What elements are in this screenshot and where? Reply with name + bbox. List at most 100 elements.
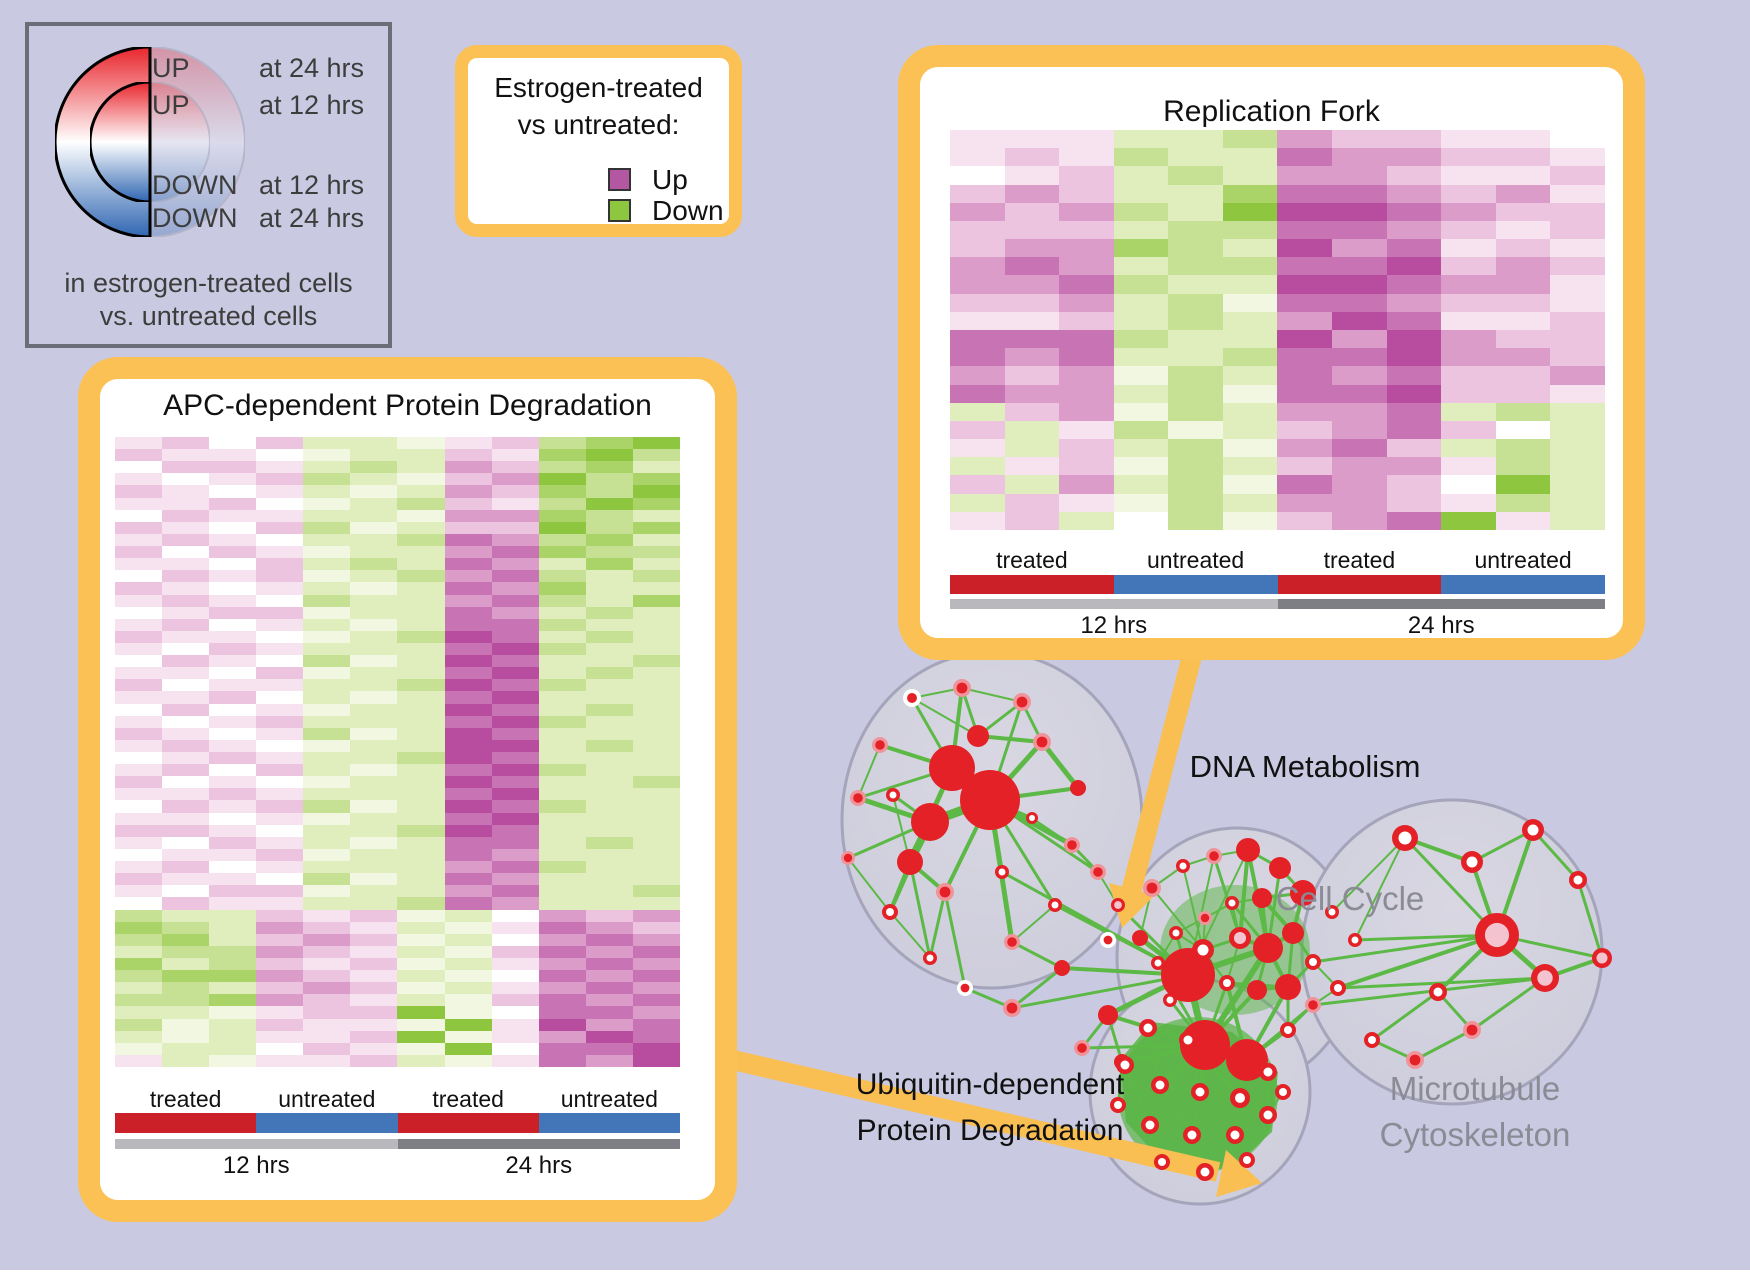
heatmap-cell (303, 449, 351, 462)
heatmap-cell (632, 897, 680, 910)
heatmap-cell (1277, 420, 1333, 440)
heatmap-cell (1550, 148, 1605, 167)
heatmap-cell (585, 497, 633, 510)
heatmap-cell (1222, 130, 1278, 149)
network-edge (1337, 933, 1498, 990)
heatmap-cell (585, 982, 633, 995)
gene-node (882, 904, 898, 920)
legend-up-12-word: UP (152, 90, 190, 120)
cluster-label-ubi: Ubiquitin-dependent Protein Degradation (855, 1068, 1125, 1147)
heatmap-cell (397, 909, 445, 922)
heatmap-cell (209, 994, 257, 1007)
heatmap-cell (1332, 329, 1387, 349)
heatmap-cell (585, 703, 633, 716)
apc-treated-untreated-bar (115, 1113, 680, 1133)
heatmap-cell (1495, 166, 1551, 185)
heatmap-cell (950, 511, 1005, 530)
heatmap-cell (1222, 239, 1278, 258)
heatmap-cell (350, 630, 398, 643)
heatmap-cell (444, 533, 492, 547)
heatmap-cell (256, 679, 304, 692)
heatmap-cell (1277, 439, 1333, 458)
network-edge (857, 744, 881, 799)
gene-node (953, 679, 971, 697)
heatmap-cell (1004, 366, 1060, 385)
heatmap-cell (1113, 220, 1169, 240)
group-label: untreated (1147, 547, 1245, 573)
heatmap-cell (1059, 293, 1114, 312)
heatmap-cell (397, 618, 445, 631)
heatmap-cell (209, 667, 257, 680)
heatmap-cell (209, 1018, 257, 1031)
heatmap-cell (1495, 348, 1551, 367)
heatmap-cell (256, 800, 304, 813)
heatmap-cell (1222, 366, 1278, 385)
heatmap-cell (1059, 457, 1114, 476)
heatmap-cell (585, 824, 633, 837)
heatmap-cell (1277, 275, 1333, 294)
rf-time-bar (950, 599, 1605, 609)
heatmap-cell (538, 594, 586, 607)
heatmap-cell (162, 812, 210, 825)
heatmap-cell (209, 437, 257, 450)
heatmap-cell (1550, 384, 1605, 403)
heatmap-cell (1332, 402, 1387, 421)
heatmap-cell (1113, 293, 1169, 312)
heatmap-cell (1059, 130, 1114, 149)
gene-node (1592, 948, 1612, 968)
heatmap-cell (1550, 457, 1605, 476)
heatmap-cell (397, 546, 445, 559)
heatmap-cell (1495, 420, 1551, 440)
heatmap-cell (491, 461, 539, 474)
heatmap-cell (491, 570, 539, 583)
heatmap-cell (397, 945, 445, 958)
heatmap-cell (538, 437, 586, 450)
heatmap-cell (115, 957, 163, 971)
heatmap-cell (1332, 130, 1387, 149)
heatmap-cell (397, 727, 445, 740)
heatmap-cell (115, 897, 163, 910)
heatmap-cell (162, 764, 210, 777)
heatmap-cell (491, 933, 539, 946)
heatmap-cell (585, 642, 633, 656)
heatmap-cell (632, 824, 680, 837)
gene-node (1463, 1021, 1481, 1039)
heatmap-cell (632, 739, 680, 752)
gene-node (1196, 1163, 1214, 1181)
heatmap-cell (115, 630, 163, 643)
heatmap-cell (444, 667, 492, 680)
heatmap-cell (115, 1054, 163, 1067)
heatmap-cell (585, 994, 633, 1007)
heatmap-cell (1059, 366, 1114, 385)
replication-fork-heatmap (950, 130, 1605, 530)
heatmap-cell (397, 630, 445, 643)
heatmap-cell (632, 703, 680, 716)
gene-node (1230, 1088, 1250, 1108)
heatmap-cell (491, 594, 539, 607)
heatmap-cell (397, 437, 445, 450)
heatmap-cell (1386, 275, 1442, 294)
heatmap-cell (632, 848, 680, 862)
heatmap-cell (1168, 239, 1223, 258)
heatmap-cell (538, 970, 586, 983)
heatmap-cell (1441, 220, 1496, 240)
heatmap-cell (950, 384, 1005, 403)
heatmap-cell (585, 727, 633, 740)
heatmap-cell (1168, 493, 1223, 512)
heatmap-cell (115, 945, 163, 958)
heatmap-cell (632, 873, 680, 886)
network-edge (1182, 865, 1204, 951)
heatmap-cell (256, 994, 304, 1007)
heatmap-cell (1277, 166, 1333, 185)
heatmap-cell (256, 909, 304, 922)
gene-node (1143, 879, 1161, 897)
heatmap-cell (491, 437, 539, 450)
heatmap-cell (303, 957, 351, 971)
heatmap-cell (209, 679, 257, 692)
heatmap-cell (397, 752, 445, 765)
heatmap-cell (1004, 311, 1060, 330)
heatmap-cell (350, 824, 398, 837)
heatmap-cell (162, 703, 210, 716)
gene-node (897, 849, 923, 875)
network-edge (1151, 887, 1204, 951)
